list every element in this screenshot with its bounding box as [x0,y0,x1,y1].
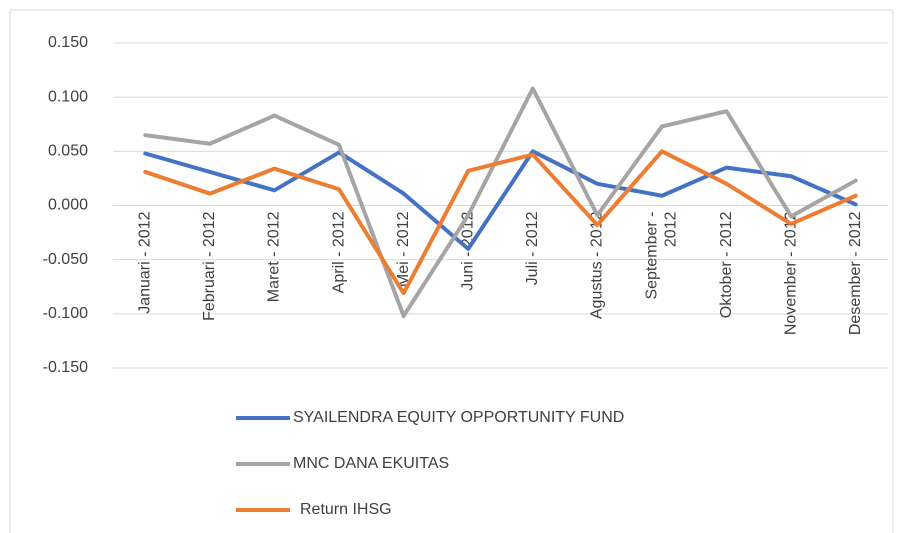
x-tick-label: April - 2012 [330,211,347,293]
y-tick-label: -0.100 [43,305,88,322]
legend-label: MNC DANA EKUITAS [293,455,449,472]
x-tick-label: Januari - 2012 [137,211,154,313]
y-tick-label: 0.150 [48,34,88,51]
x-tick-label-line: September - [644,212,661,300]
x-tick-label: Juni - 2012 [459,211,476,290]
x-tick-label: Juli - 2012 [524,211,541,285]
y-tick-label: 0.050 [48,143,88,160]
x-tick-label: September -2012 [644,211,680,299]
x-tick-label: Mei - 2012 [395,211,412,287]
series-line [143,149,858,251]
x-tick-label-line: 2012 [663,211,680,247]
x-tick-label: Agustus - 2012 [589,211,606,319]
series-line [143,149,858,296]
x-tick-label: Maret - 2012 [266,211,283,302]
y-tick-label: -0.150 [43,359,88,376]
x-tick-label: Desember - 2012 [847,211,864,335]
x-tick-label: November - 2012 [782,211,799,335]
legend-label: Return IHSG [300,501,392,518]
y-tick-label: 0.100 [48,88,88,105]
legend-label: SYAILENDRA EQUITY OPPORTUNITY FUND [293,409,624,426]
series-line [143,86,858,318]
x-tick-label: Oktober - 2012 [718,211,735,318]
x-tick-label: Februari - 2012 [201,211,218,320]
y-tick-label: -0.050 [43,251,88,268]
y-tick-label: 0.000 [48,197,88,214]
